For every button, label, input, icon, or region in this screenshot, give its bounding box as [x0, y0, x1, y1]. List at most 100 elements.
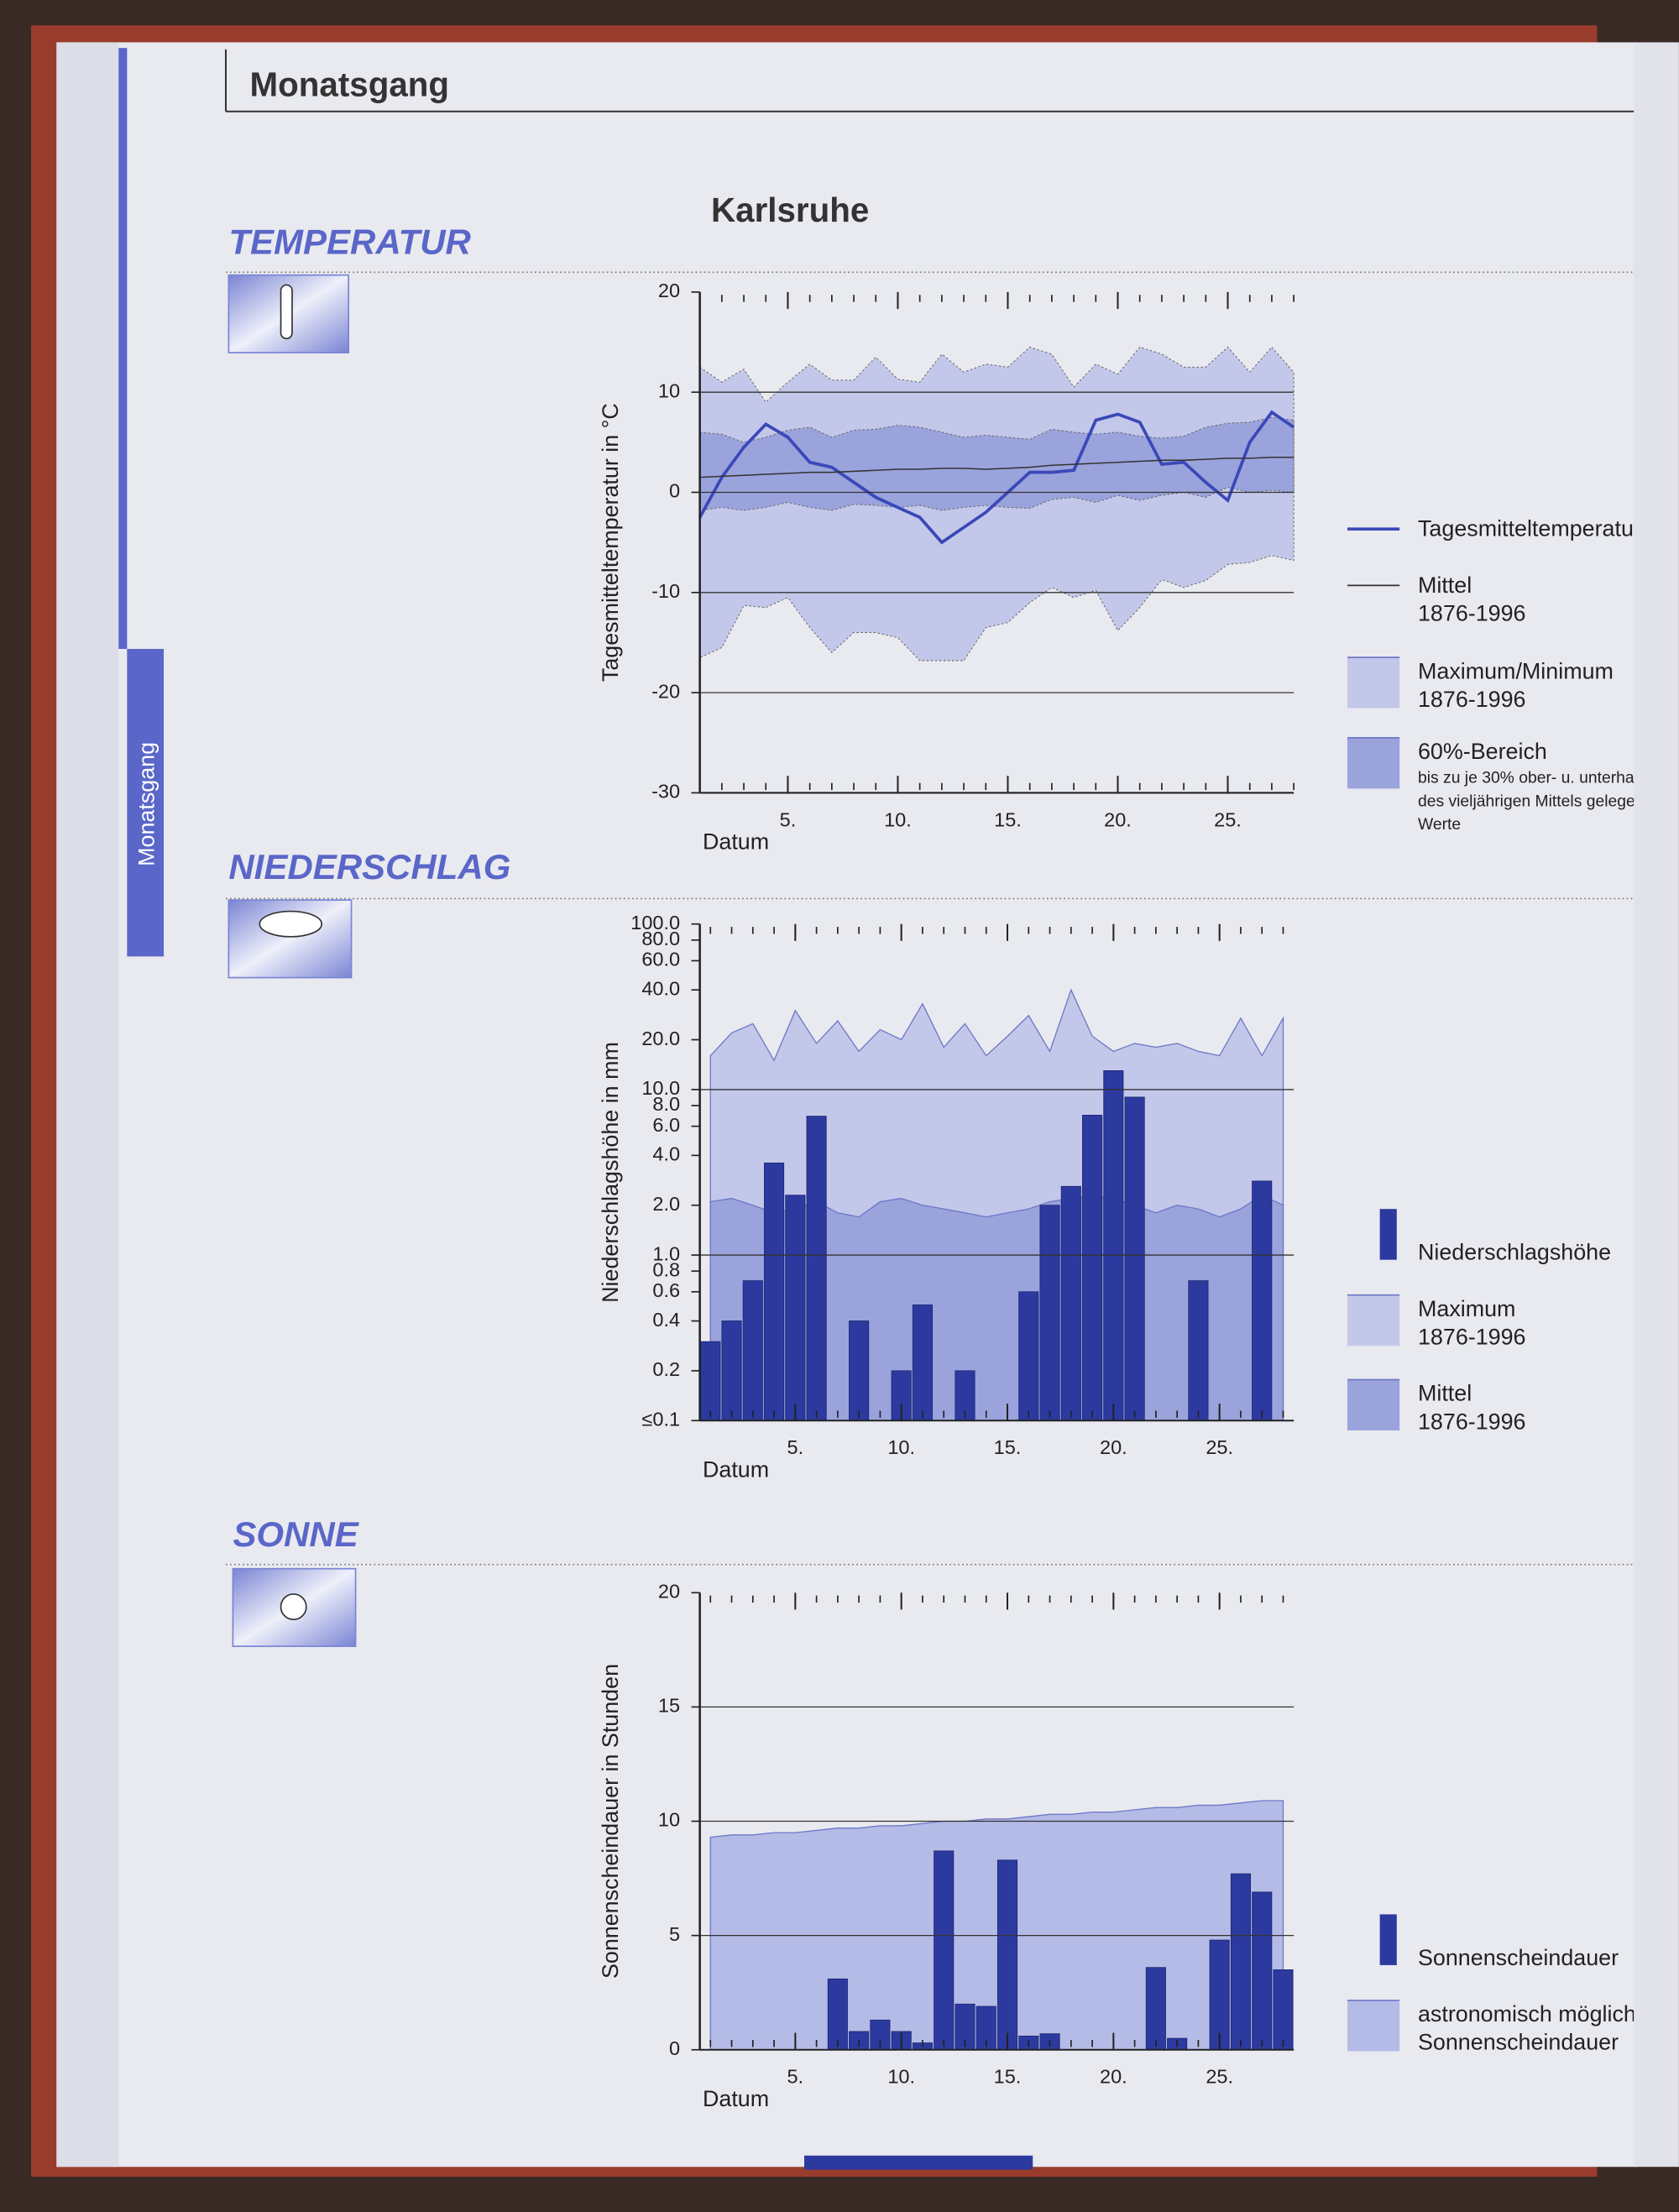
x-tick-label: 15. — [994, 2066, 1022, 2088]
y-tick-label: 20 — [658, 1580, 680, 1602]
x-tick-label: 25. — [1214, 808, 1242, 830]
legend-label: Tagesmitteltemperatur — [1418, 516, 1641, 541]
side-tab-label: Monatsgang — [134, 742, 160, 866]
bar — [1252, 1891, 1273, 2051]
area — [709, 1800, 1284, 2051]
side-tab — [127, 649, 165, 957]
legend-swatch — [1347, 1379, 1400, 1431]
legend-label: Sonnenscheindauer — [1418, 1945, 1619, 1970]
side-strip — [118, 48, 128, 650]
legend-label: 1876-1996 — [1418, 1325, 1526, 1350]
legend-label: astronomisch mögliche — [1418, 2001, 1649, 2026]
legend-label: Maximum — [1418, 1296, 1515, 1321]
y-tick-label: 0.2 — [652, 1358, 680, 1380]
y-tick-label: 5 — [669, 1923, 680, 1945]
header-title: Monatsgang — [250, 65, 449, 103]
legend-detail: Werte — [1418, 816, 1461, 834]
bar — [1188, 1280, 1209, 1421]
y-tick-label: 20 — [658, 280, 680, 301]
y-tick-label: 40.0 — [641, 977, 680, 999]
bar — [1145, 1967, 1166, 2051]
bar — [1018, 1291, 1039, 1421]
y-tick-label: 60.0 — [641, 949, 680, 970]
bar — [806, 1116, 827, 1421]
x-tick-label: 10. — [887, 1436, 915, 1458]
bar — [785, 1195, 806, 1421]
legend-detail: des vieljährigen Mittels gelegene — [1418, 792, 1653, 810]
footer-tab — [803, 2155, 1033, 2170]
legend-label: Mittel — [1418, 1381, 1472, 1406]
legend-label: 1876-1996 — [1418, 1409, 1526, 1434]
y-axis-label: Sonnenscheindauer in Stunden — [598, 1664, 623, 1979]
section-title: SONNE — [233, 1514, 359, 1554]
x-axis-label: Datum — [703, 2086, 769, 2111]
x-tick-label: 20. — [1100, 2066, 1127, 2088]
bar — [1273, 1969, 1294, 2051]
line — [699, 456, 1295, 478]
legend-label: Mittel — [1418, 573, 1472, 598]
bar — [827, 1978, 848, 2051]
x-tick-label: 20. — [1100, 1436, 1127, 1458]
chart: ≤0.1 0.2 0.4 0.60.81.0 2.0 4.0 6.08.010.0 20.0 4… — [598, 912, 1611, 1483]
legend-swatch — [1379, 1914, 1397, 1965]
y-tick-label: ≤0.1 — [641, 1408, 680, 1430]
chart: -30 -20 -10 0 10 20 5. 10. 15. 20. 25. Datum Tagesmi… — [598, 280, 1653, 855]
y-tick-label: 6.0 — [652, 1114, 680, 1136]
legend-label: 60%-Bereich — [1418, 739, 1547, 764]
y-tick-label: 10.0 — [641, 1077, 680, 1099]
legend-swatch — [1347, 737, 1400, 789]
bar — [1103, 1070, 1124, 1421]
cloud — [259, 910, 323, 938]
y-tick-label: 8.0 — [652, 1093, 680, 1115]
charts: -30 -20 -10 0 10 20 5. 10. 15. 20. 25. Datum Tagesmi… — [598, 280, 1653, 2111]
bar — [1230, 1873, 1251, 2051]
city-title: Karlsruhe — [711, 191, 869, 229]
y-tick-label: 0.4 — [652, 1309, 680, 1331]
bar — [849, 1320, 870, 1421]
bar — [934, 1850, 955, 2051]
page-stack — [56, 42, 119, 2168]
bar — [1252, 1180, 1273, 1421]
y-tick-label: 1.0 — [652, 1242, 680, 1264]
section-title: TEMPERATUR — [228, 222, 471, 261]
legend-swatch — [1379, 1209, 1397, 1260]
bar — [742, 1280, 763, 1421]
section-title: NIEDERSCHLAG — [228, 847, 510, 886]
y-axis-label: Niederschlagshöhe in mm — [598, 1042, 623, 1303]
y-tick-label: 15 — [658, 1695, 680, 1717]
y-tick-label: 10 — [658, 1809, 680, 1831]
y-tick-label: 0 — [669, 480, 680, 502]
next-page — [1634, 42, 1679, 2168]
bar — [1039, 1205, 1060, 1421]
bar — [721, 1320, 742, 1421]
bar — [1060, 1185, 1081, 1421]
x-tick-label: 5. — [787, 2066, 804, 2088]
chart: 0 5 10 15 20 5. 10. 15. 20. 25. Datum Sonnenscheind… — [598, 1580, 1649, 2110]
x-tick-label: 20. — [1104, 808, 1132, 830]
y-tick-label: 0 — [669, 2037, 680, 2059]
legend-swatch — [1347, 2000, 1400, 2052]
y-tick-label: 0.8 — [652, 1258, 680, 1280]
x-tick-label: 25. — [1206, 1436, 1233, 1458]
x-tick-label: 5. — [787, 1436, 804, 1458]
y-tick-label: -10 — [651, 580, 680, 602]
x-tick-label: 25. — [1206, 2066, 1233, 2088]
x-tick-label: 5. — [780, 808, 797, 830]
x-tick-label: 10. — [884, 808, 912, 830]
x-tick-label: 10. — [887, 2066, 915, 2088]
sun — [280, 1593, 307, 1621]
bar — [996, 1859, 1018, 2051]
bar — [1124, 1096, 1145, 1421]
range-band — [699, 416, 1295, 511]
legend-swatch — [1347, 1294, 1400, 1347]
bar — [1082, 1115, 1103, 1421]
line — [698, 410, 1295, 545]
x-axis-label: Datum — [703, 829, 769, 855]
y-tick-label: -20 — [651, 680, 680, 702]
legend-label: 1876-1996 — [1418, 600, 1526, 625]
legend-detail: bis zu je 30% ober- u. unterhalb — [1418, 770, 1647, 787]
y-tick-label: 10 — [658, 379, 680, 401]
bar — [700, 1341, 721, 1421]
